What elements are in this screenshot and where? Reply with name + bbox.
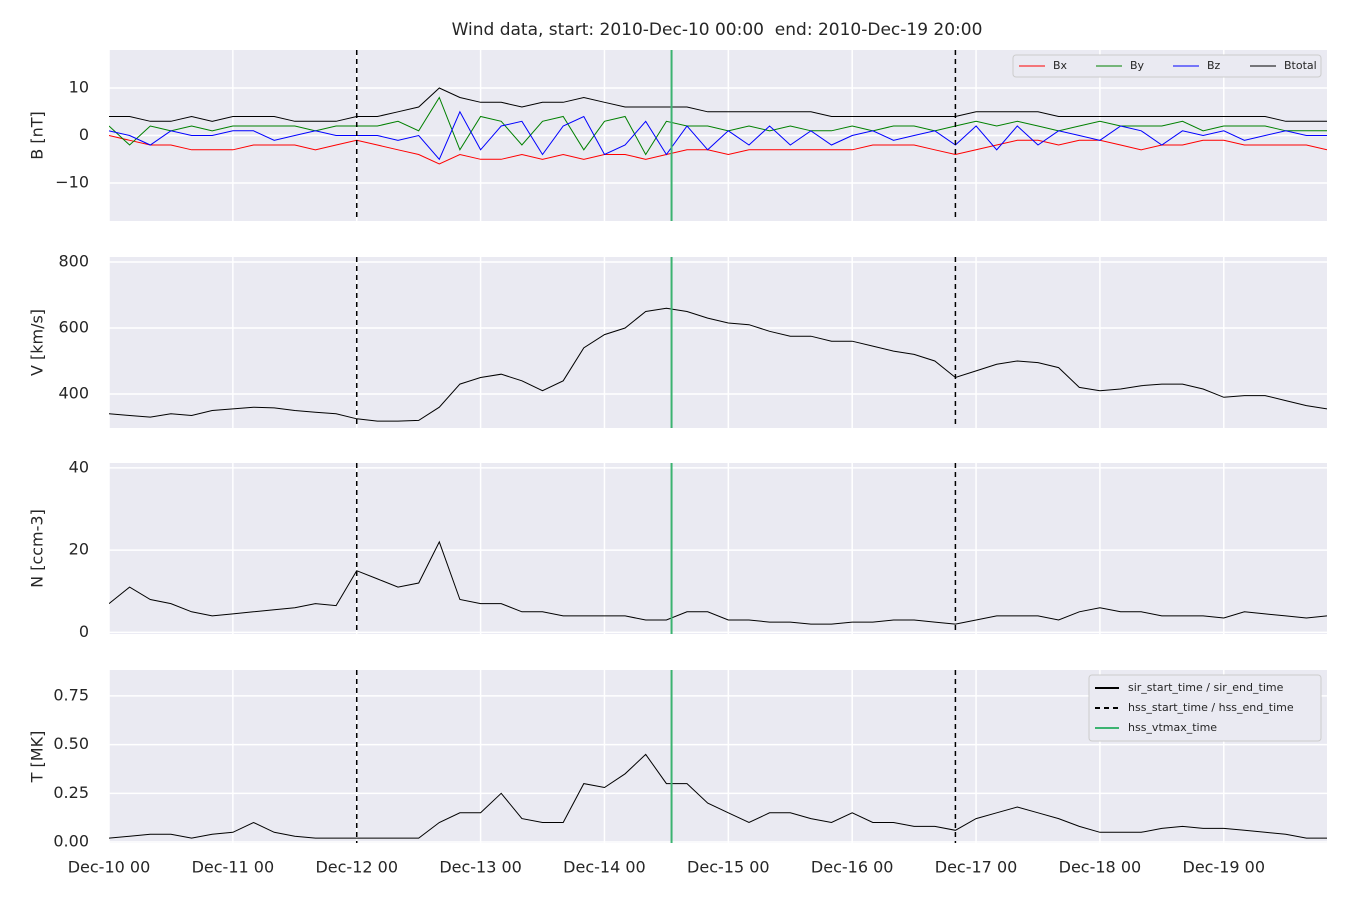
y-tick-label: 0.25 [53,783,89,802]
y-tick-label: 0.75 [53,685,89,704]
data-line [109,87,1327,122]
legend-label: sir_start_time / sir_end_time [1128,681,1284,694]
data-line [109,307,1327,422]
y-axis-label: T [MK] [28,731,47,784]
x-tick-label: Dec-18 00 [1059,858,1142,877]
data-line [109,110,1327,161]
chart-title: Wind data, start: 2010-Dec-10 00:00 end:… [452,20,983,40]
y-tick-label: 10 [69,78,89,97]
legend-label: Bz [1207,59,1221,72]
x-tick-label: Dec-15 00 [687,858,770,877]
data-line [109,96,1327,156]
y-tick-label: 40 [69,457,89,476]
x-tick-label: Dec-16 00 [811,858,894,877]
x-tick-label: Dec-17 00 [935,858,1018,877]
data-line [109,540,1327,625]
y-tick-label: 800 [58,251,89,270]
y-tick-label: 0.00 [53,832,89,851]
legend-label: hss_start_time / hss_end_time [1128,701,1294,714]
legend-box [1012,54,1322,78]
data-line [109,135,1327,165]
y-tick-label: 400 [58,383,89,402]
legend-label: By [1130,59,1145,72]
y-tick-label: 0.50 [53,734,89,753]
y-axis-label: V [km/s] [28,309,47,376]
y-axis-label: N [ccm-3] [28,509,47,588]
x-tick-label: Dec-13 00 [439,858,522,877]
plot-area [109,463,1327,634]
x-tick-label: Dec-14 00 [563,858,646,877]
x-tick-label: Dec-11 00 [192,858,275,877]
x-tick-label: Dec-12 00 [315,858,398,877]
legend-label: Bx [1053,59,1068,72]
legend-box [1088,674,1322,742]
y-tick-label: 0 [79,125,89,144]
legend-label: Btotal [1284,59,1317,72]
data-line [109,753,1327,839]
plot-area [109,257,1327,428]
legend-label: hss_vtmax_time [1128,721,1217,734]
y-tick-label: 20 [69,540,89,559]
y-tick-label: −10 [55,173,89,192]
x-tick-label: Dec-10 00 [68,858,151,877]
y-axis-label: B [nT] [28,111,47,159]
y-tick-label: 600 [58,317,89,336]
y-tick-label: 0 [79,622,89,641]
x-tick-label: Dec-19 00 [1183,858,1266,877]
